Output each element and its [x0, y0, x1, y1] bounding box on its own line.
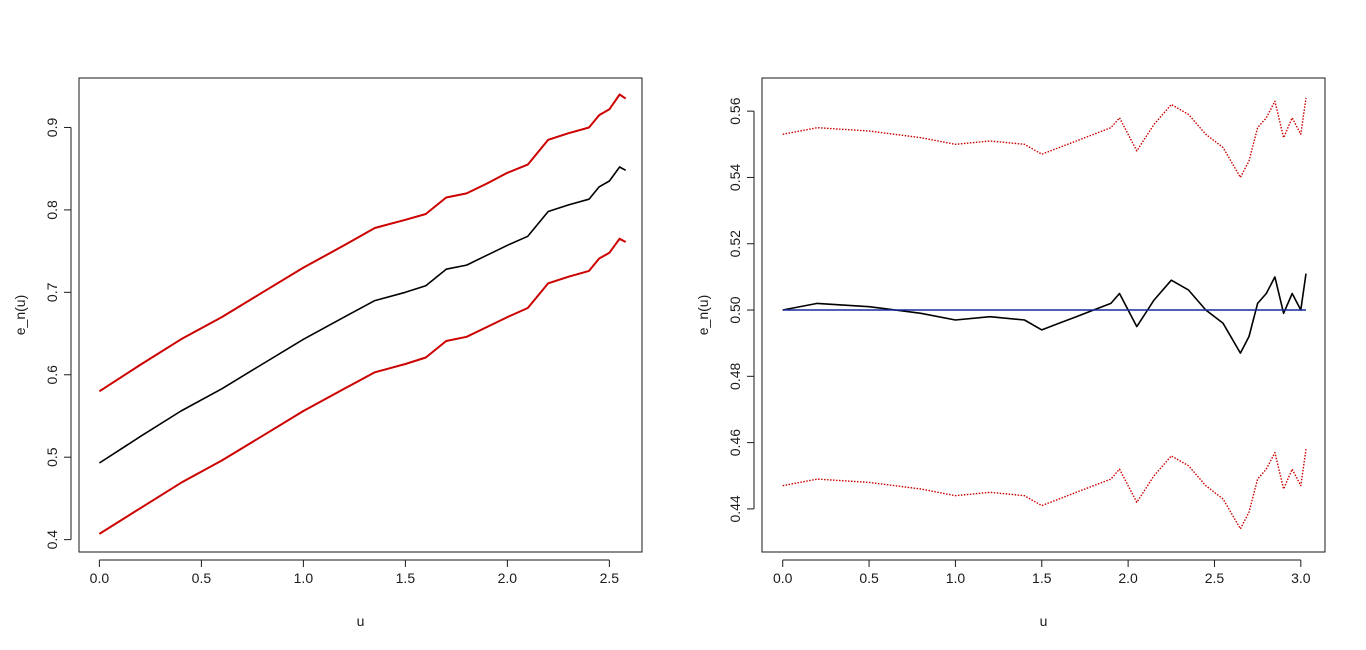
- y-tick-label: 0.52: [727, 230, 743, 257]
- x-tick-label: 1.5: [396, 570, 416, 586]
- plot-frame: [761, 77, 1326, 553]
- x-tick-label: 2.5: [1205, 570, 1225, 586]
- y-tick-label: 0.44: [727, 495, 743, 522]
- y-tick-label: 0.50: [727, 296, 743, 323]
- x-tick-label: 0.5: [192, 570, 212, 586]
- y-tick-label: 0.9: [44, 118, 60, 138]
- x-tick-label: 0.0: [90, 570, 110, 586]
- x-axis-label: u: [357, 613, 365, 629]
- y-tick-label: 0.48: [727, 362, 743, 389]
- series-line-1: [98, 166, 627, 464]
- x-tick-label: 1.5: [1032, 570, 1052, 586]
- y-axis-label: e_n(u): [12, 295, 28, 335]
- x-tick-label: 2.5: [600, 570, 620, 586]
- x-tick-label: 0.0: [773, 570, 793, 586]
- y-axis-label: e_n(u): [695, 295, 711, 335]
- right-plot: 0.0 0.5 1.0 1.5 2.0 2.5 3.0 0.44 0.46 0.48 0.50 0.5…: [695, 77, 1326, 629]
- y-tick-label: 0.6: [44, 365, 60, 385]
- left-plot: 0.0 0.5 1.0 1.5 2.0 2.5 0.4 0.5 0.6 0.7 0.8 0.9 u e_n…: [12, 77, 643, 629]
- y-tick-label: 0.46: [727, 429, 743, 456]
- series-line-0: [98, 93, 627, 393]
- x-tick-label: 2.0: [498, 570, 518, 586]
- x-tick-label: 0.5: [859, 570, 879, 586]
- series-line-2: [782, 449, 1307, 530]
- x-axis-label: u: [1040, 613, 1048, 629]
- y-tick-label: 0.56: [727, 97, 743, 124]
- y-tick-label: 0.54: [727, 164, 743, 191]
- y-tick-label: 0.5: [44, 447, 60, 467]
- plot-frame: [78, 77, 643, 553]
- y-tick-label: 0.7: [44, 282, 60, 302]
- series-line-1: [782, 273, 1307, 354]
- x-tick-label: 2.0: [1118, 570, 1138, 586]
- y-tick-label: 0.4: [44, 530, 60, 550]
- x-tick-label: 3.0: [1291, 570, 1311, 586]
- series-line-0: [782, 97, 1307, 179]
- series-line-2: [98, 237, 627, 535]
- x-tick-label: 1.0: [946, 570, 966, 586]
- y-tick-label: 0.8: [44, 200, 60, 220]
- x-tick-label: 1.0: [294, 570, 314, 586]
